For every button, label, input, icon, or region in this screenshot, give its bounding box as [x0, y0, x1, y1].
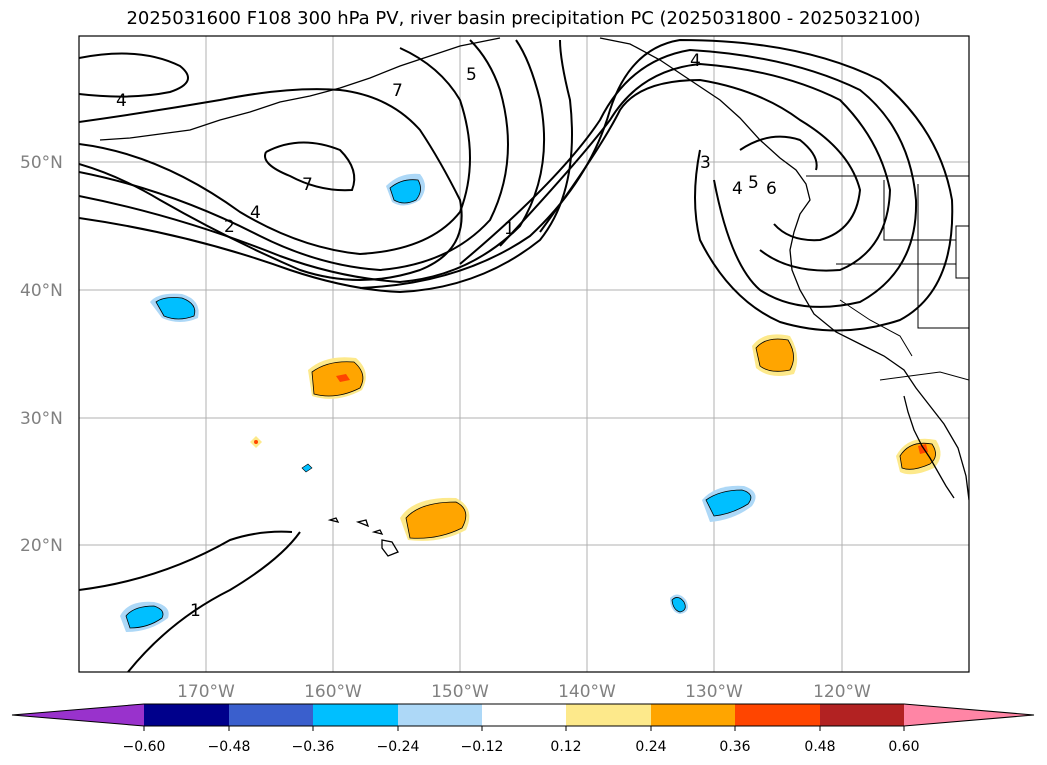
map-area: [79, 36, 969, 672]
pv-contours: [79, 38, 954, 672]
colorbar-tick: 0.60: [888, 739, 919, 755]
colorbar-tick: 0.24: [635, 739, 666, 755]
colorbar-extend-high: [904, 704, 1034, 726]
lon-label: 130°W: [685, 682, 743, 702]
contour-label: 7: [302, 175, 313, 195]
map-frame: [78, 35, 970, 673]
colorbar-tick: −0.48: [208, 739, 251, 755]
contour-label: 1: [504, 219, 515, 239]
lon-label: 150°W: [431, 682, 489, 702]
colorbar-tick: −0.12: [461, 739, 504, 755]
colorbar-segment: [735, 704, 820, 726]
contour-label: 7: [392, 81, 403, 101]
lon-label: 160°W: [304, 682, 362, 702]
colorbar-segment: [313, 704, 398, 726]
contour-label: 5: [466, 65, 477, 85]
colorbar-segment: [651, 704, 735, 726]
lat-label: 40°N: [20, 281, 63, 301]
lat-label: 30°N: [20, 409, 63, 429]
contour-label: 3: [700, 153, 711, 173]
graticule: [79, 36, 969, 672]
colorbar-tick: −0.60: [123, 739, 166, 755]
pv-contour-labels: 4 7 5 7 4 2 1 3 4 5 6 1 4: [116, 51, 777, 621]
neg-anomaly-small: [301, 463, 313, 473]
colorbar-segment: [144, 704, 229, 726]
precip-anomalies: [120, 173, 941, 632]
longitude-labels: 170°W 160°W 150°W 140°W 130°W 120°W: [177, 682, 871, 702]
lon-label: 120°W: [813, 682, 871, 702]
contour-label: 4: [250, 203, 261, 223]
colorbar-tick: −0.36: [292, 739, 335, 755]
map-title: 2025031600 F108 300 hPa PV, river basin …: [126, 8, 921, 29]
lon-label: 170°W: [177, 682, 235, 702]
contour-label: 5: [748, 173, 759, 193]
coastlines: [99, 37, 969, 557]
lat-label: 50°N: [20, 153, 63, 173]
colorbar-extend-low: [12, 704, 144, 726]
contour-label: 1: [190, 601, 201, 621]
latitude-labels: 50°N 40°N 30°N 20°N: [20, 153, 63, 556]
contour-label: 4: [116, 91, 127, 111]
colorbar-tick: 0.12: [550, 739, 581, 755]
colorbar-tick: −0.24: [377, 739, 420, 755]
colorbar-tick: 0.48: [804, 739, 835, 755]
colorbar-segment: [820, 704, 904, 726]
lon-label: 140°W: [558, 682, 616, 702]
lat-label: 20°N: [20, 536, 63, 556]
contour-label: 4: [690, 51, 701, 71]
colorbar: −0.60 −0.48 −0.36 −0.24 −0.12 0.12 0.24 …: [11, 703, 1035, 755]
colorbar-segment: [229, 704, 313, 726]
contour-label: 6: [766, 179, 777, 199]
colorbar-segment: [398, 704, 482, 726]
colorbar-tick: 0.36: [719, 739, 750, 755]
colorbar-segment: [566, 704, 651, 726]
contour-label: 4: [732, 179, 743, 199]
contour-label: 2: [224, 217, 235, 237]
colorbar-segment: [482, 704, 566, 726]
